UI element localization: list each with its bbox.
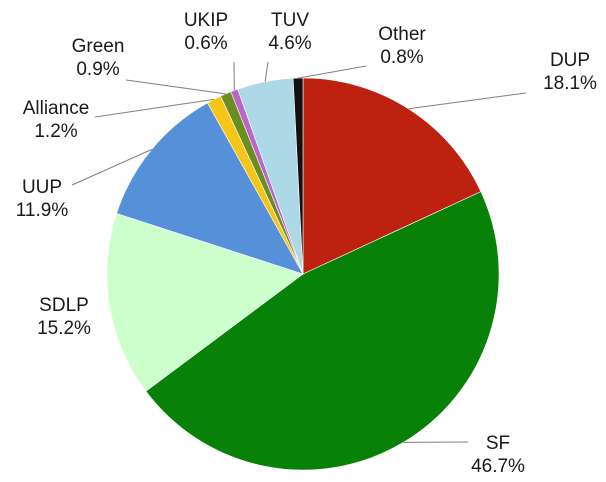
leader-line-alliance [94, 98, 215, 118]
pie-slice-other [292, 77, 304, 275]
slice-label-uup: UUP [22, 177, 62, 198]
leader-line-green [125, 79, 226, 95]
slice-value-alliance: 1.2% [34, 121, 77, 142]
slice-value-dup: 18.1% [543, 73, 597, 94]
slice-value-ukip: 0.6% [184, 33, 227, 54]
slice-value-sdlp: 15.2% [37, 318, 91, 339]
slice-label-sdlp: SDLP [39, 295, 89, 316]
leader-line-tuv [264, 61, 269, 82]
slice-label-other: Other [378, 24, 426, 45]
slice-label-ukip: UKIP [184, 10, 228, 31]
slice-label-sf: SF [486, 433, 510, 454]
slice-value-uup: 11.9% [16, 200, 69, 221]
pie-slice-uup [116, 102, 304, 275]
slice-value-green: 0.9% [76, 59, 119, 80]
pie-slices [106, 77, 500, 471]
slice-value-sf: 46.7% [471, 456, 525, 477]
slice-value-tuv: 4.6% [268, 33, 311, 54]
leader-line-other [298, 65, 367, 79]
slice-label-alliance: Alliance [23, 98, 90, 119]
slice-label-green: Green [72, 36, 125, 57]
leader-lines [71, 61, 527, 443]
slice-label-tuv: TUV [271, 10, 309, 31]
leader-line-uup [71, 149, 152, 186]
leader-line-dup [408, 92, 527, 110]
slice-label-dup: DUP [550, 50, 590, 71]
pie-slice-sdlp [106, 213, 304, 392]
slice-value-other: 0.8% [380, 47, 423, 68]
